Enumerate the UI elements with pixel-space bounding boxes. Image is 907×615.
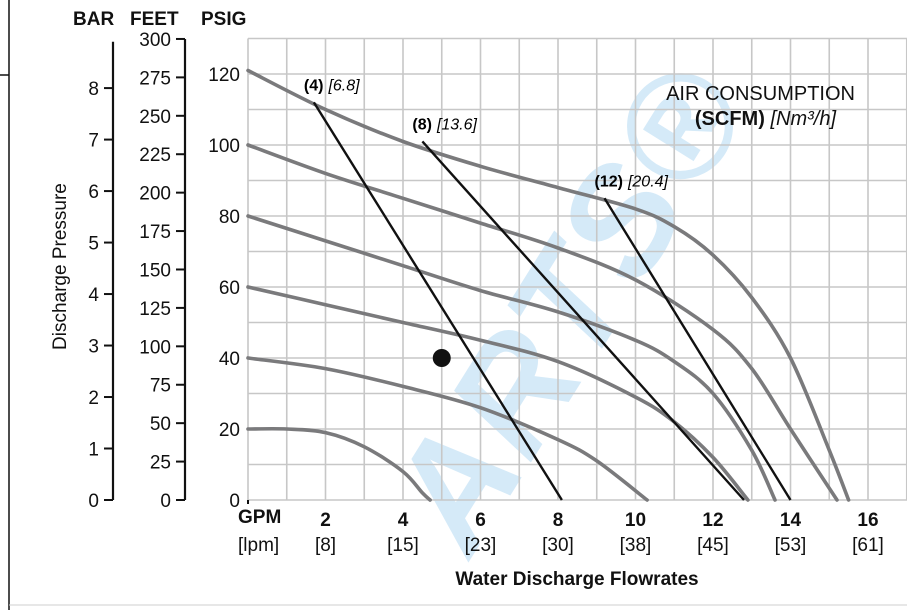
x-tick-sublabel: [53] bbox=[775, 535, 807, 556]
x-unit-secondary: [lpm] bbox=[238, 535, 279, 556]
feet-tick-label: 75 bbox=[150, 376, 171, 397]
performance-curve-4 bbox=[246, 285, 750, 502]
feet-tick-label: 300 bbox=[139, 30, 171, 51]
bar-tick-label: 5 bbox=[88, 234, 99, 255]
air-line-label-scfm: (4) bbox=[304, 77, 324, 94]
feet-tick-label: 150 bbox=[139, 260, 171, 281]
subtitle-metric: [Nm³/h] bbox=[769, 108, 836, 130]
x-tick-sublabel: [8] bbox=[315, 535, 336, 556]
performance-curve-3 bbox=[246, 214, 777, 502]
x-axis-title: Water Discharge Flowrates bbox=[455, 569, 698, 590]
air-line-1 bbox=[312, 101, 563, 501]
feet-tick-label: 250 bbox=[139, 107, 171, 128]
psig-tick-label: 80 bbox=[219, 207, 240, 228]
y-axis-title: Discharge Pressure bbox=[50, 183, 71, 350]
feet-tick-label: 50 bbox=[150, 414, 171, 435]
air-line-label-1: (4) [6.8] bbox=[304, 77, 360, 94]
chart-subtitle: (SCFM) [Nm³/h] bbox=[695, 108, 837, 130]
performance-curve-2 bbox=[246, 143, 839, 502]
x-tick-label: 10 bbox=[625, 510, 646, 531]
x-tick-sublabel: [23] bbox=[465, 535, 497, 556]
bar-tick-label: 8 bbox=[88, 79, 99, 100]
x-tick-sublabel: [61] bbox=[852, 535, 884, 556]
operating-point bbox=[432, 349, 451, 367]
psig-tick-label: 100 bbox=[208, 136, 240, 157]
feet-tick-label: 125 bbox=[139, 299, 171, 320]
air-consumption-lines: (4) [6.8] (8) [13.6] (12) [20.4] bbox=[304, 77, 792, 501]
feet-tick-label: 225 bbox=[139, 145, 171, 166]
feet-tick-label: 25 bbox=[150, 453, 171, 474]
bar-axis-header: BAR bbox=[73, 9, 114, 30]
performance-curves bbox=[246, 68, 851, 502]
grid bbox=[247, 37, 907, 501]
bar-tick-label: 0 bbox=[88, 491, 99, 512]
psig-tick-label: 20 bbox=[219, 420, 240, 441]
performance-curve-1 bbox=[246, 68, 851, 502]
air-line-label-metric: [20.4] bbox=[627, 173, 669, 190]
air-line-label-scfm: (8) bbox=[412, 116, 432, 133]
performance-curve-6 bbox=[246, 426, 432, 502]
bar-tick-label: 1 bbox=[88, 440, 99, 461]
feet-tick-label: 200 bbox=[139, 184, 171, 205]
air-line-label-metric: [13.6] bbox=[436, 116, 478, 133]
x-tick-label: 16 bbox=[857, 510, 878, 531]
x-unit-primary: GPM bbox=[238, 507, 281, 528]
bar-tick-label: 7 bbox=[88, 131, 99, 152]
x-tick-sublabel: [15] bbox=[387, 535, 419, 556]
bar-tick-label: 2 bbox=[88, 388, 99, 409]
x-tick-sublabel: [30] bbox=[542, 535, 574, 556]
psig-tick-label: 0 bbox=[229, 491, 240, 512]
feet-tick-label: 175 bbox=[139, 222, 171, 243]
psig-tick-label: 40 bbox=[219, 349, 240, 370]
x-tick-sublabel: [38] bbox=[620, 535, 652, 556]
x-tick-label: 6 bbox=[475, 510, 486, 531]
air-line-3 bbox=[603, 197, 792, 501]
air-line-label-2: (8) [13.6] bbox=[412, 116, 477, 133]
bar-tick-label: 3 bbox=[88, 337, 99, 358]
subtitle-scfm: (SCFM) bbox=[695, 108, 771, 130]
air-line-label-metric: [6.8] bbox=[327, 77, 360, 94]
feet-axis-header: FEET bbox=[130, 9, 179, 30]
x-tick-label: 2 bbox=[320, 510, 331, 531]
psig-tick-label: 60 bbox=[219, 278, 240, 299]
x-tick-label: 8 bbox=[553, 510, 564, 531]
bar-tick-label: 6 bbox=[88, 182, 99, 203]
x-tick-label: 12 bbox=[702, 510, 723, 531]
feet-tick-label: 0 bbox=[160, 491, 171, 512]
chart-title: AIR CONSUMPTION bbox=[666, 83, 855, 105]
x-tick-label: 4 bbox=[398, 510, 409, 531]
air-line-label-3: (12) [20.4] bbox=[595, 173, 669, 190]
feet-tick-label: 100 bbox=[139, 337, 171, 358]
feet-tick-label: 275 bbox=[139, 68, 171, 89]
chart-text: BAR FEET PSIG Discharge Pressure GPM [lpm] 2 [8… bbox=[50, 9, 884, 590]
psig-tick-label: 120 bbox=[208, 65, 240, 86]
performance-curve-5 bbox=[246, 356, 649, 502]
air-line-label-scfm: (12) bbox=[595, 173, 623, 190]
air-line-2 bbox=[421, 140, 745, 501]
x-tick-sublabel: [45] bbox=[697, 535, 729, 556]
bar-tick-label: 4 bbox=[88, 285, 99, 306]
x-tick-label: 14 bbox=[780, 510, 802, 531]
psig-axis-header: PSIG bbox=[201, 9, 246, 30]
